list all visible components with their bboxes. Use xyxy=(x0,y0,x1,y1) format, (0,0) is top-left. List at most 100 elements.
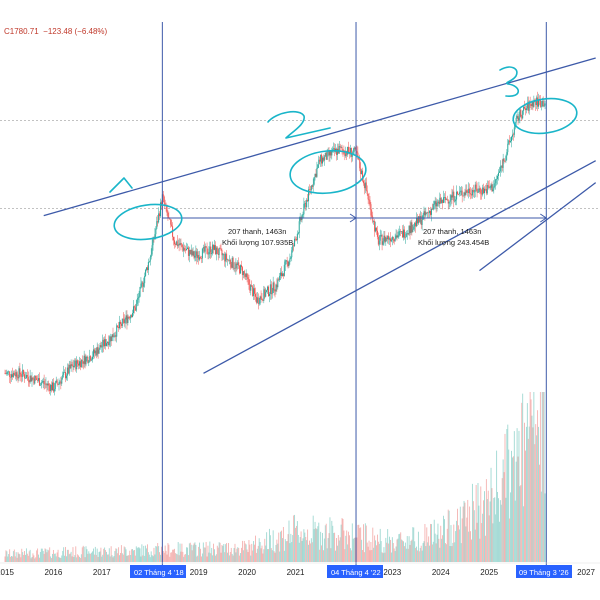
candle-body xyxy=(401,231,403,232)
candle-body xyxy=(24,374,26,379)
candle xyxy=(373,220,375,225)
candle xyxy=(375,221,377,233)
volume-bar xyxy=(236,548,238,562)
candle-body xyxy=(152,237,154,246)
candle-body xyxy=(95,350,97,356)
candle xyxy=(140,277,142,289)
volume-bar xyxy=(220,552,222,562)
candle xyxy=(354,147,356,151)
candle-body xyxy=(414,222,416,227)
candle-body xyxy=(285,260,287,262)
volume-bar xyxy=(284,539,286,562)
candle xyxy=(247,273,249,285)
candle xyxy=(112,327,114,338)
volume-bar xyxy=(322,550,324,562)
volume-bar xyxy=(185,554,187,562)
candle xyxy=(126,310,128,330)
candle-body xyxy=(262,299,264,301)
candle xyxy=(509,135,511,146)
candle xyxy=(366,185,368,196)
candle xyxy=(162,191,164,203)
volume-bar xyxy=(44,548,46,562)
candle xyxy=(57,383,59,385)
candle xyxy=(390,237,392,243)
candle xyxy=(244,273,246,280)
candle xyxy=(462,195,464,197)
candle xyxy=(303,197,305,218)
volume-bar xyxy=(347,544,349,562)
candle-body xyxy=(476,188,478,193)
candle-body xyxy=(511,136,513,142)
candle xyxy=(285,260,287,265)
candle xyxy=(74,358,76,368)
candle xyxy=(507,138,509,155)
volume-bar xyxy=(424,523,426,562)
candle-body xyxy=(197,254,199,258)
candle-body xyxy=(352,151,354,155)
candle-body xyxy=(64,371,66,373)
candle-body xyxy=(200,258,202,259)
candle-body xyxy=(505,156,507,162)
volume-bar xyxy=(21,548,23,562)
volume-bar xyxy=(63,547,65,562)
candle xyxy=(56,378,58,387)
candle-body xyxy=(265,292,267,297)
volume-bar xyxy=(9,549,11,562)
candle-body xyxy=(451,195,453,198)
candle-body xyxy=(331,151,333,156)
candle xyxy=(208,246,210,260)
candle-body xyxy=(467,192,469,194)
candle-body xyxy=(85,357,87,365)
candle xyxy=(263,285,265,304)
candle-body xyxy=(296,233,298,241)
volume-bar xyxy=(325,523,327,562)
volume-bar xyxy=(171,552,173,562)
volume-bar xyxy=(39,551,41,562)
volume-bar xyxy=(79,556,80,562)
candle-body xyxy=(150,254,152,258)
volume-bar xyxy=(162,550,164,562)
volume-bar xyxy=(539,392,541,562)
volume-bar xyxy=(269,535,271,562)
candle-body xyxy=(8,371,10,373)
candle-body xyxy=(376,230,378,237)
candle-body xyxy=(195,251,197,256)
volume-bar xyxy=(217,547,219,562)
volume-bar xyxy=(233,548,235,562)
candle-body xyxy=(210,246,212,255)
candle-body xyxy=(97,347,99,354)
candle xyxy=(477,188,479,193)
candle-body xyxy=(263,289,265,301)
candle-body xyxy=(395,235,397,239)
candle-body xyxy=(183,248,185,251)
volume-bar xyxy=(151,555,153,562)
candle-body xyxy=(418,216,420,222)
volume-bar xyxy=(174,548,175,562)
candle-body xyxy=(88,361,90,363)
volume-bar xyxy=(225,544,227,562)
candle-body xyxy=(32,377,34,379)
volume-bar xyxy=(127,555,129,562)
candle-body xyxy=(528,101,530,111)
volume-bar xyxy=(258,538,260,562)
candle xyxy=(361,168,363,175)
volume-bar xyxy=(332,525,334,562)
candle xyxy=(473,189,475,199)
candle xyxy=(290,255,292,260)
volume-bar xyxy=(443,515,444,562)
volume-bar xyxy=(69,553,71,562)
volume-bar xyxy=(152,556,154,562)
candle-body xyxy=(132,306,134,314)
volume-bar xyxy=(445,544,447,562)
volume-bar xyxy=(84,557,86,562)
candle xyxy=(307,194,309,202)
volume-bar xyxy=(117,553,119,562)
candle-body xyxy=(169,218,171,220)
candle-body xyxy=(531,101,533,106)
candle-body xyxy=(231,257,233,268)
candle xyxy=(32,377,34,381)
candle xyxy=(87,355,89,364)
candle-body xyxy=(397,235,399,238)
candle-body xyxy=(84,355,86,365)
